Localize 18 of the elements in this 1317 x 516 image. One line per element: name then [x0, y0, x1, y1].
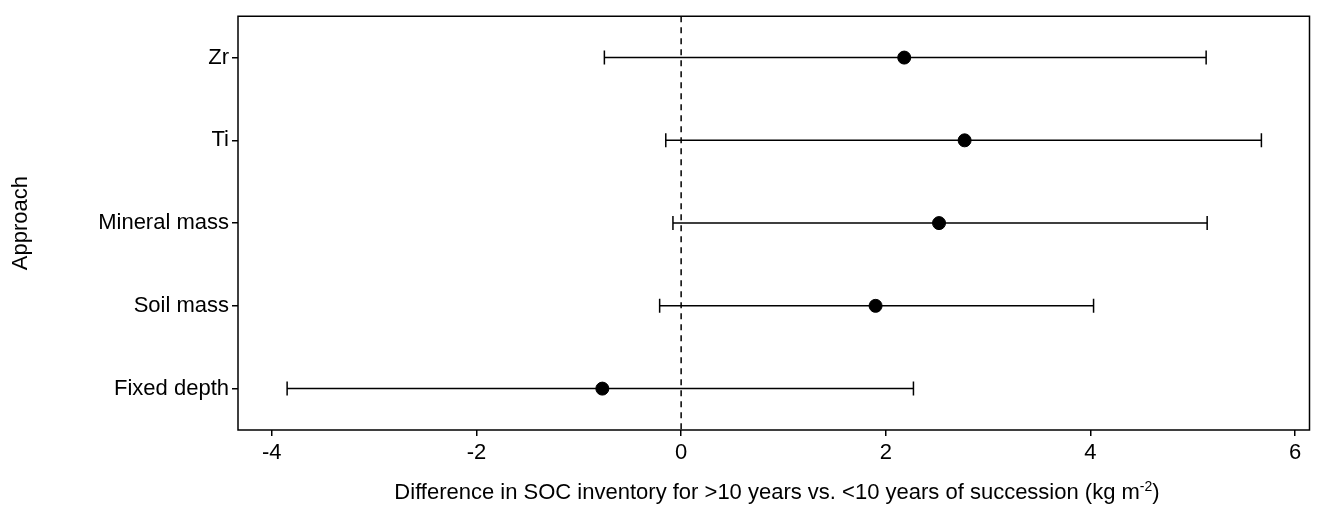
y-tick-label: Mineral mass: [98, 209, 229, 235]
y-tick-label: Soil mass: [133, 291, 229, 317]
point: [897, 50, 912, 65]
x-axis-title: Difference in SOC inventory for >10 years vs. <10 years of succession (kg m$^{-2}$): [393, 478, 1161, 506]
x-tick-label: 4: [1084, 439, 1097, 465]
point: [932, 216, 947, 231]
y-tick-label: Fixed depth: [114, 374, 229, 400]
point: [868, 298, 883, 313]
x-tick-label: 0: [675, 439, 688, 465]
y-tick-label: Ti: [211, 126, 229, 152]
y-axis-title: Approach: [7, 176, 33, 271]
x-tick-label: -2: [466, 439, 487, 465]
point: [957, 133, 972, 148]
y-tick-label: Zr: [208, 43, 229, 69]
x-tick-label: 2: [879, 439, 892, 465]
point: [595, 381, 610, 396]
x-tick-label: 6: [1289, 439, 1302, 465]
x-tick-label: -4: [261, 439, 282, 465]
